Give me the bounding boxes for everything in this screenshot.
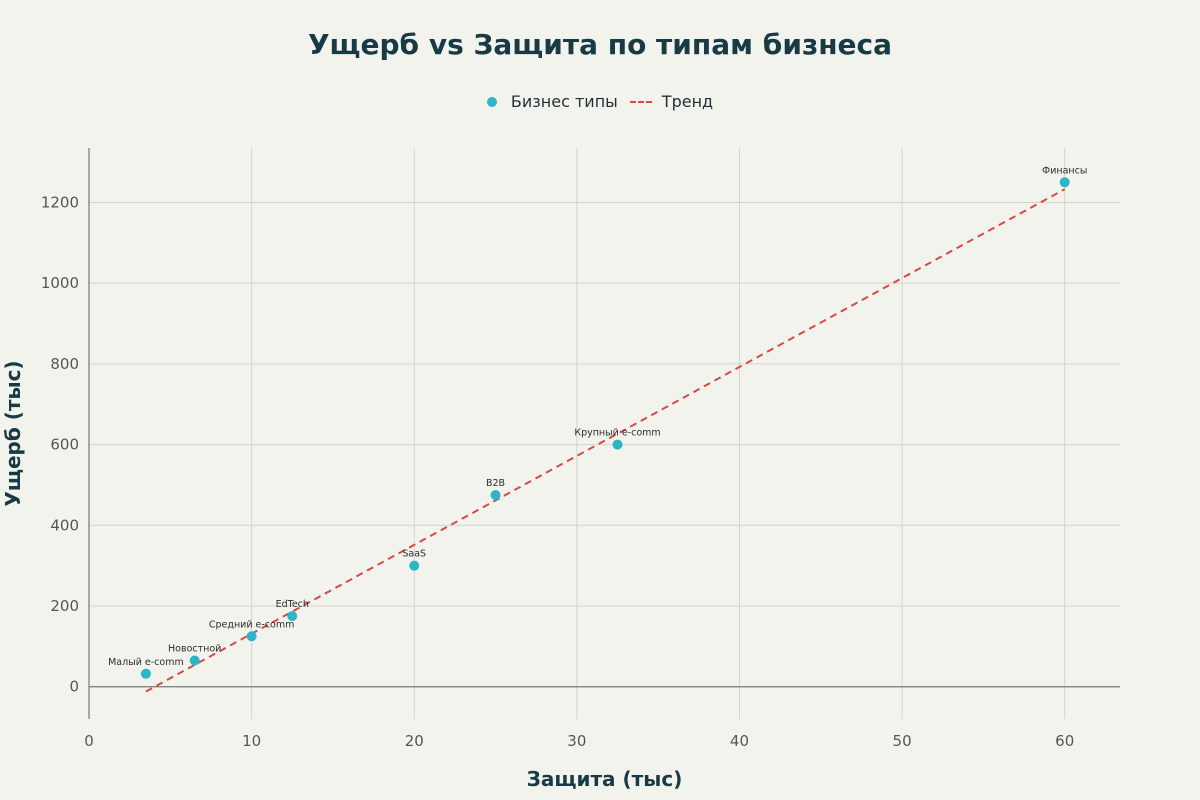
data-point-label: Крупный e-comm: [574, 428, 660, 439]
data-point-label: Финансы: [1042, 165, 1087, 176]
legend-item-trend[interactable]: Тренд: [629, 92, 714, 111]
x-tick-label: 60: [1055, 732, 1074, 750]
data-point: [140, 668, 151, 679]
x-tick-label: 30: [567, 732, 586, 750]
data-point: [490, 490, 501, 501]
y-axis-title: Ущерб (тыс): [1, 360, 25, 506]
y-tick-label: 400: [50, 516, 79, 534]
data-point: [287, 611, 298, 622]
chart-title: Ущерб vs Защита по типам бизнеса: [307, 28, 893, 61]
legend: Бизнес типы Тренд: [0, 92, 1200, 111]
data-point: [246, 631, 257, 642]
data-point-label: SaaS: [402, 549, 426, 560]
x-tick-label: 10: [242, 732, 261, 750]
trend-series: [145, 188, 1066, 693]
data-point: [612, 439, 623, 450]
y-tick-label: 1200: [41, 193, 79, 211]
legend-item-business-types[interactable]: Бизнес типы: [486, 92, 618, 111]
data-points: Малый e-comm Новостной Средний e-comm EdTec…: [108, 165, 1087, 679]
x-tick-label: 20: [405, 732, 424, 750]
legend-marker-dot-icon: [486, 96, 497, 107]
x-tick-label: 40: [730, 732, 749, 750]
data-point: [189, 655, 200, 666]
data-point: [1059, 177, 1070, 188]
gridlines: [89, 148, 1120, 719]
axes: [88, 148, 1120, 719]
data-point-label: Малый e-comm: [108, 657, 184, 668]
data-point-label: B2B: [486, 478, 505, 489]
data-point-label: Средний e-comm: [209, 619, 294, 630]
y-tick-label: 200: [50, 597, 79, 615]
legend-label-business-types: Бизнес типы: [510, 92, 618, 111]
x-axis-title: Защита (тыс): [527, 767, 683, 791]
y-tick-label: 800: [50, 355, 79, 373]
x-tick-label: 50: [893, 732, 912, 750]
legend-marker-dash-icon: [629, 100, 652, 103]
x-tick-label: 0: [84, 732, 94, 750]
y-tick-label: 600: [50, 436, 79, 454]
trend-line: [145, 188, 1066, 693]
y-tick-label: 1000: [41, 274, 79, 292]
data-point-label: EdTech: [276, 599, 309, 610]
y-tick-label: 0: [69, 678, 79, 696]
legend-label-trend: Тренд: [661, 92, 714, 111]
data-point-label: Новостной: [168, 643, 221, 654]
data-point: [409, 560, 420, 571]
